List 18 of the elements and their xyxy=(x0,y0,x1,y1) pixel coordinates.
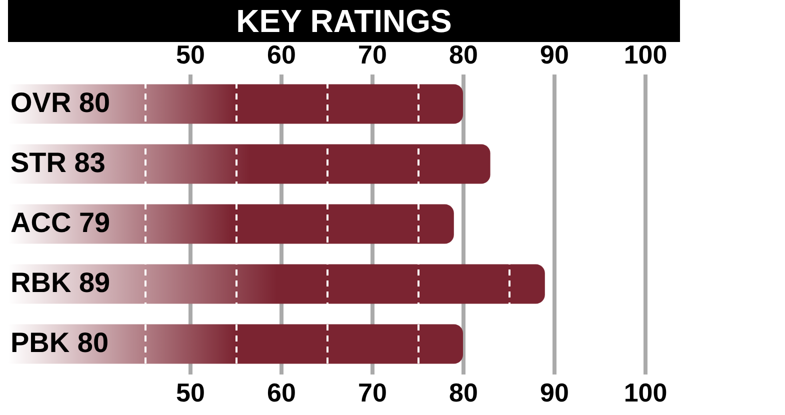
x-tick-label: 80 xyxy=(449,40,478,70)
x2-tick-label: 80 xyxy=(449,378,478,408)
x-tick-label: 60 xyxy=(267,40,296,70)
x2-tick-label: 60 xyxy=(267,378,296,408)
y-tick-label: OVR 80 xyxy=(10,87,110,118)
x-tick-label: 50 xyxy=(176,40,205,70)
x2-tick-label: 50 xyxy=(176,378,205,408)
chart-title: KEY RATINGS xyxy=(236,3,452,39)
y-tick-label: PBK 80 xyxy=(10,327,109,358)
x-tick-label: 100 xyxy=(624,40,668,70)
x-tick-label: 90 xyxy=(540,40,569,70)
x-tick-label: 70 xyxy=(358,40,387,70)
y-tick-label: RBK 89 xyxy=(10,267,110,298)
x2-tick-label: 90 xyxy=(540,378,569,408)
y-tick-label: STR 83 xyxy=(10,147,106,178)
x2-tick-label: 100 xyxy=(624,378,668,408)
x2-tick-label: 70 xyxy=(358,378,387,408)
y-tick-label: ACC 79 xyxy=(10,207,110,238)
